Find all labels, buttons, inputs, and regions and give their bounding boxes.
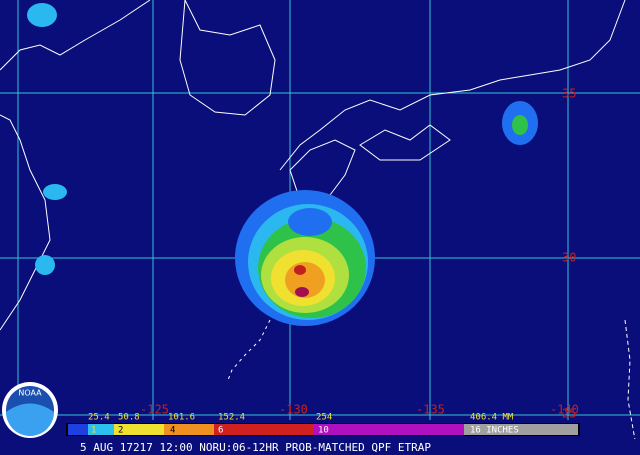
coastline bbox=[0, 114, 51, 331]
lon-label: -135 bbox=[416, 403, 445, 417]
coastline bbox=[624, 319, 636, 441]
coastline bbox=[279, 0, 626, 171]
rain-contour bbox=[27, 3, 57, 27]
islands bbox=[227, 319, 271, 381]
legend-swatch bbox=[214, 424, 314, 435]
legend-swatch bbox=[114, 424, 164, 435]
coastline bbox=[359, 124, 451, 161]
mm-label: 254 bbox=[316, 413, 332, 423]
lat-label: 35 bbox=[562, 87, 576, 101]
legend: 25.4 50.8 101.6 152.4 254 406.4 MM 1 2 4… bbox=[66, 413, 580, 436]
mm-label: 152.4 bbox=[218, 413, 245, 423]
coastline bbox=[0, 0, 151, 71]
rain-contour bbox=[512, 115, 528, 135]
lon-label: -125 bbox=[140, 403, 169, 417]
legend-swatch bbox=[164, 424, 214, 435]
caption-bar bbox=[0, 439, 640, 455]
rain-contour bbox=[43, 184, 67, 200]
inch-label: 10 bbox=[318, 426, 329, 436]
coastline bbox=[179, 0, 276, 116]
inch-label: 6 bbox=[218, 426, 223, 436]
lat-label: 25 bbox=[562, 407, 576, 421]
rain-contour bbox=[295, 287, 309, 297]
rainfall-field bbox=[27, 3, 538, 326]
inch-label: 2 bbox=[118, 426, 123, 436]
rain-contour bbox=[294, 265, 306, 275]
inch-label: 16 INCHES bbox=[470, 426, 519, 436]
rain-contour bbox=[35, 255, 55, 275]
coastlines bbox=[0, 0, 636, 441]
legend-swatch bbox=[464, 424, 578, 435]
legend-swatch bbox=[88, 424, 114, 435]
mm-label: 101.6 bbox=[168, 413, 195, 423]
mm-label: 406.4 MM bbox=[470, 413, 514, 423]
logo-text: NOAA bbox=[18, 389, 42, 398]
noaa-logo: NOAA bbox=[2, 382, 58, 438]
mm-label: 25.4 bbox=[88, 413, 110, 423]
legend-swatch bbox=[314, 424, 464, 435]
inch-label: 4 bbox=[170, 426, 175, 436]
mm-label: 50.8 bbox=[118, 413, 140, 423]
lat-label: 30 bbox=[562, 251, 576, 265]
logo-wave bbox=[6, 403, 54, 436]
caption: 5 AUG 17217 12:00 NORU:06-12HR PROB-MATC… bbox=[80, 441, 431, 454]
lon-label: -130 bbox=[279, 403, 308, 417]
lon-label: -140 bbox=[550, 403, 579, 417]
legend-swatch bbox=[68, 424, 88, 435]
rain-contour bbox=[288, 208, 332, 236]
inch-label: 1 bbox=[91, 426, 96, 436]
